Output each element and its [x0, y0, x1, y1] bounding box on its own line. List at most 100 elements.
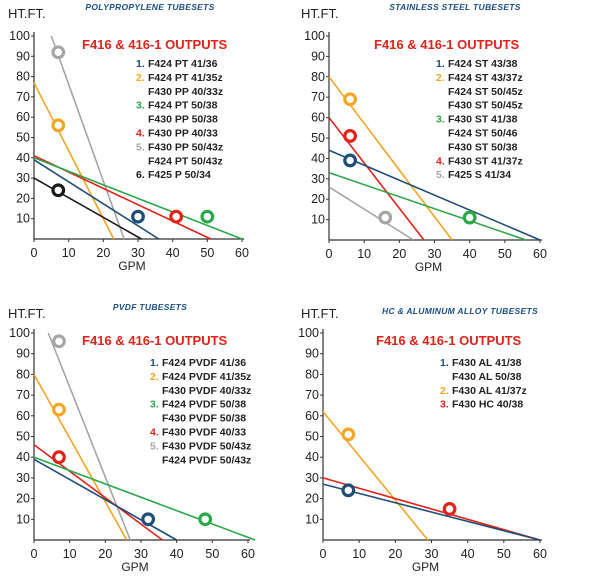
x-axis-label: GPM [121, 560, 148, 574]
x-tick-label: 30 [425, 547, 439, 561]
x-tick-label: 60 [235, 246, 249, 260]
chart-panel-4: HC & ALUMINUM ALLOY TUBESETS F416 & 416-1… [298, 306, 547, 574]
series-line [328, 186, 414, 241]
series-line [33, 82, 115, 240]
legend-entry: F424 PVDF 41/36 [162, 357, 246, 369]
x-tick-label: 10 [352, 547, 366, 561]
series-marker [343, 153, 358, 168]
y-tick-label: 20 [16, 492, 30, 506]
x-tick-label: 50 [498, 247, 512, 261]
legend-entry: F430 PVDF 40/33 [162, 427, 246, 439]
y-tick-label: 60 [305, 409, 319, 423]
y-tick-label: 50 [305, 430, 319, 444]
chart-subtitle: F416 & 416-1 OUTPUTS [374, 37, 520, 52]
legend-entry: F430 AL 41/38 [452, 357, 522, 369]
legend-entry: F430 PP 50/38 [148, 114, 218, 126]
legend-entry: F424 ST 50/45z [448, 86, 523, 98]
y-tick-label: 40 [305, 450, 319, 464]
legend-entry: F425 P 50/34 [148, 169, 211, 181]
y-tick-label: 10 [16, 212, 30, 226]
legend-number: 4. [136, 128, 145, 140]
y-tick-label: 30 [311, 172, 325, 186]
y-tick-label: 40 [16, 450, 30, 464]
legend-entry: F430 PVDF 40/33z [162, 385, 251, 397]
series-line [33, 458, 178, 541]
x-axis-label: GPM [415, 260, 442, 274]
series-marker [200, 209, 215, 224]
chart-panel-3: PVDF TUBESETS F416 & 416-1 OUTPUTS HT.FT. 1… [8, 302, 256, 574]
legend-entry: F430 HC 40/38 [452, 399, 523, 411]
chart-subtitle: F416 & 416-1 OUTPUTS [82, 333, 228, 348]
legend-entry: F424 ST 43/38 [448, 58, 518, 70]
chart-title: HC & ALUMINUM ALLOY TUBESETS [382, 306, 538, 316]
y-tick-label: 50 [16, 430, 30, 444]
series-line [33, 456, 256, 541]
y-tick-label: 50 [16, 131, 30, 145]
chart-panel-1: POLYPROPYLENE TUBESETS F416 & 416-1 OUTPU… [8, 2, 249, 273]
y-tick-label: 90 [305, 347, 319, 361]
legend-number: 5. [436, 169, 445, 181]
chart-subtitle: F416 & 416-1 OUTPUTS [376, 333, 522, 348]
legend-entry: F424 PVDF 50/43z [162, 454, 251, 466]
y-tick-label: 60 [16, 409, 30, 423]
x-tick-label: 40 [166, 246, 180, 260]
x-tick-label: 50 [497, 547, 511, 561]
series-line [33, 159, 160, 240]
series-marker [341, 427, 356, 442]
series-marker [198, 512, 213, 527]
legend-number: 3. [150, 399, 159, 411]
legend-entry: F430 PP 50/43z [148, 141, 223, 153]
x-tick-label: 50 [200, 246, 214, 260]
series-marker [52, 402, 66, 417]
series-marker [169, 209, 184, 224]
legend-entry: F430 PP 40/33 [148, 128, 218, 140]
x-axis-label: GPM [412, 560, 439, 574]
x-tick-label: 20 [392, 247, 406, 261]
legend-number: 1. [440, 357, 449, 369]
legend-number: 3. [136, 100, 145, 112]
y-tick-label: 80 [311, 70, 325, 84]
y-tick-label: 70 [16, 388, 30, 402]
y-axis-label: HT.FT. [301, 6, 339, 21]
x-tick-label: 20 [98, 547, 112, 561]
legend-number: 1. [436, 58, 445, 70]
legend-entry: F424 PT 50/38 [148, 100, 218, 112]
series-marker [341, 483, 356, 498]
legend-entry: F430 AL 41/37z [452, 385, 527, 397]
y-tick-label: 10 [305, 512, 319, 526]
series-line [33, 157, 243, 240]
series-marker [52, 450, 66, 465]
x-tick-label: 40 [461, 547, 475, 561]
x-tick-label: 10 [63, 547, 77, 561]
x-tick-label: 0 [320, 547, 327, 561]
y-tick-label: 100 [298, 326, 319, 340]
series-marker [141, 512, 156, 527]
x-tick-label: 10 [357, 247, 371, 261]
x-tick-label: 20 [96, 246, 110, 260]
y-tick-label: 40 [311, 151, 325, 165]
legend-number: 1. [150, 357, 159, 369]
x-tick-label: 60 [241, 547, 255, 561]
series-marker [378, 210, 393, 225]
series-marker [343, 92, 358, 107]
x-tick-label: 0 [31, 547, 38, 561]
series-marker [52, 334, 66, 349]
y-tick-label: 70 [311, 90, 325, 104]
series-line [322, 477, 541, 541]
legend-number: 4. [150, 427, 159, 439]
legend-entry: F430 ST 41/37z [448, 155, 523, 167]
y-axis-label: HT.FT. [301, 306, 339, 321]
y-tick-label: 40 [16, 151, 30, 165]
legend-entry: F424 PVDF 50/38 [162, 399, 246, 411]
legend-number: 2. [150, 371, 159, 383]
x-tick-label: 10 [62, 246, 76, 260]
y-tick-label: 100 [304, 29, 325, 43]
y-tick-label: 30 [305, 471, 319, 485]
y-tick-label: 70 [305, 388, 319, 402]
legend-number: 6. [136, 169, 145, 181]
series-marker [343, 129, 358, 143]
y-tick-label: 30 [16, 471, 30, 485]
y-tick-label: 80 [16, 367, 30, 381]
y-tick-label: 20 [311, 192, 325, 206]
y-tick-label: 20 [305, 492, 319, 506]
